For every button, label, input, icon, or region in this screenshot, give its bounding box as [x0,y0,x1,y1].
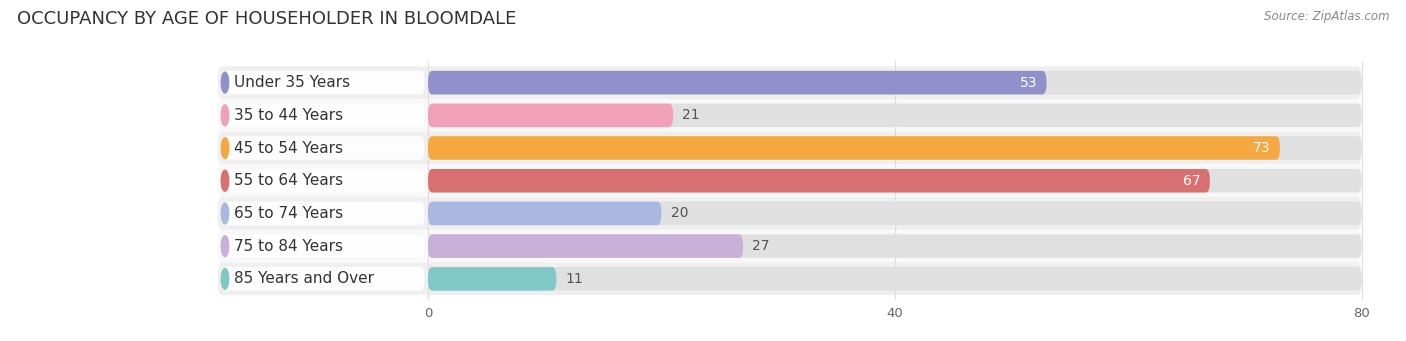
FancyBboxPatch shape [427,136,1361,160]
Text: 55 to 64 Years: 55 to 64 Years [235,173,343,188]
FancyBboxPatch shape [427,267,557,291]
Circle shape [221,137,229,159]
FancyBboxPatch shape [427,202,1361,225]
FancyBboxPatch shape [427,104,673,127]
Circle shape [221,170,229,191]
Text: 11: 11 [565,272,583,286]
FancyBboxPatch shape [221,71,425,94]
FancyBboxPatch shape [221,169,425,193]
Text: 65 to 74 Years: 65 to 74 Years [235,206,343,221]
FancyBboxPatch shape [218,164,1361,197]
FancyBboxPatch shape [218,263,1361,295]
FancyBboxPatch shape [427,169,1209,193]
FancyBboxPatch shape [221,136,425,160]
Text: 67: 67 [1182,174,1201,188]
Text: Under 35 Years: Under 35 Years [235,75,350,90]
Circle shape [221,203,229,224]
FancyBboxPatch shape [218,99,1361,132]
FancyBboxPatch shape [221,234,425,258]
Circle shape [221,105,229,126]
Text: Source: ZipAtlas.com: Source: ZipAtlas.com [1264,10,1389,23]
Circle shape [221,268,229,289]
Text: 53: 53 [1019,76,1038,90]
FancyBboxPatch shape [221,104,425,127]
Text: OCCUPANCY BY AGE OF HOUSEHOLDER IN BLOOMDALE: OCCUPANCY BY AGE OF HOUSEHOLDER IN BLOOM… [17,10,516,28]
FancyBboxPatch shape [218,66,1361,99]
Text: 35 to 44 Years: 35 to 44 Years [235,108,343,123]
FancyBboxPatch shape [427,202,661,225]
Text: 20: 20 [671,206,688,220]
FancyBboxPatch shape [427,234,744,258]
Text: 75 to 84 Years: 75 to 84 Years [235,239,343,254]
FancyBboxPatch shape [427,234,1361,258]
FancyBboxPatch shape [218,230,1361,263]
FancyBboxPatch shape [427,104,1361,127]
FancyBboxPatch shape [427,169,1361,193]
FancyBboxPatch shape [221,202,425,225]
Circle shape [221,236,229,256]
Text: 27: 27 [752,239,770,253]
FancyBboxPatch shape [218,132,1361,164]
Text: 21: 21 [682,108,700,122]
Circle shape [221,72,229,93]
Text: 73: 73 [1253,141,1271,155]
FancyBboxPatch shape [427,71,1046,94]
Text: 85 Years and Over: 85 Years and Over [235,271,374,286]
Text: 45 to 54 Years: 45 to 54 Years [235,140,343,155]
FancyBboxPatch shape [218,197,1361,230]
FancyBboxPatch shape [427,71,1361,94]
FancyBboxPatch shape [221,267,425,291]
FancyBboxPatch shape [427,136,1279,160]
FancyBboxPatch shape [427,267,1361,291]
